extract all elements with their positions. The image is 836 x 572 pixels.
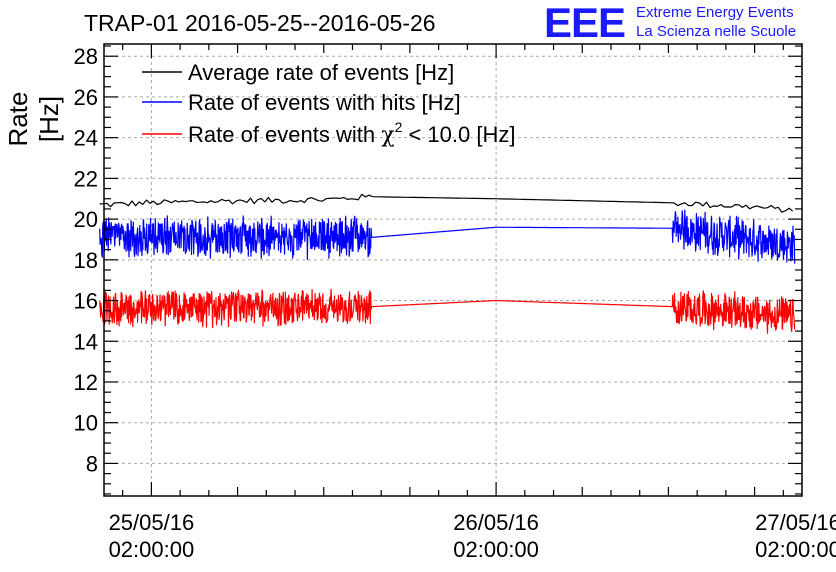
x-tick-label-date: 25/05/16 xyxy=(109,510,195,535)
x-tick-label-date: 27/05/16 xyxy=(755,510,836,535)
x-tick-label-time: 02:00:00 xyxy=(453,537,539,562)
logo-subtitle-line2: La Scienza nelle Scuole xyxy=(636,23,797,40)
x-tick-label-date: 26/05/16 xyxy=(453,510,539,535)
y-tick-label: 14 xyxy=(74,329,98,354)
legend-entry: Rate of events with χ2 < 10.0 [Hz] xyxy=(188,119,515,148)
x-tick-label-time: 02:00:00 xyxy=(109,537,195,562)
legend-entry: Rate of events with hits [Hz] xyxy=(188,90,461,115)
series-line xyxy=(99,288,796,334)
eee-logo: EEE xyxy=(544,0,626,46)
y-tick-label: 10 xyxy=(74,411,98,436)
y-tick-label: 20 xyxy=(74,207,98,232)
x-tick-label-time: 02:00:00 xyxy=(755,537,836,562)
y-tick-label: 26 xyxy=(74,85,98,110)
series-line xyxy=(99,209,796,264)
series-line xyxy=(99,193,794,213)
y-tick-label: 24 xyxy=(74,126,98,151)
y-tick-label: 18 xyxy=(74,248,98,273)
y-tick-label: 22 xyxy=(74,166,98,191)
legend-entry: Average rate of events [Hz] xyxy=(188,60,454,85)
y-tick-label: 16 xyxy=(74,289,98,314)
y-tick-label: 12 xyxy=(74,370,98,395)
chart-title: TRAP-01 2016-05-25--2016-05-26 xyxy=(84,10,436,36)
y-tick-label: 8 xyxy=(86,451,98,476)
y-tick-label: 28 xyxy=(74,44,98,69)
logo-subtitle-line1: Extreme Energy Events xyxy=(636,4,794,21)
